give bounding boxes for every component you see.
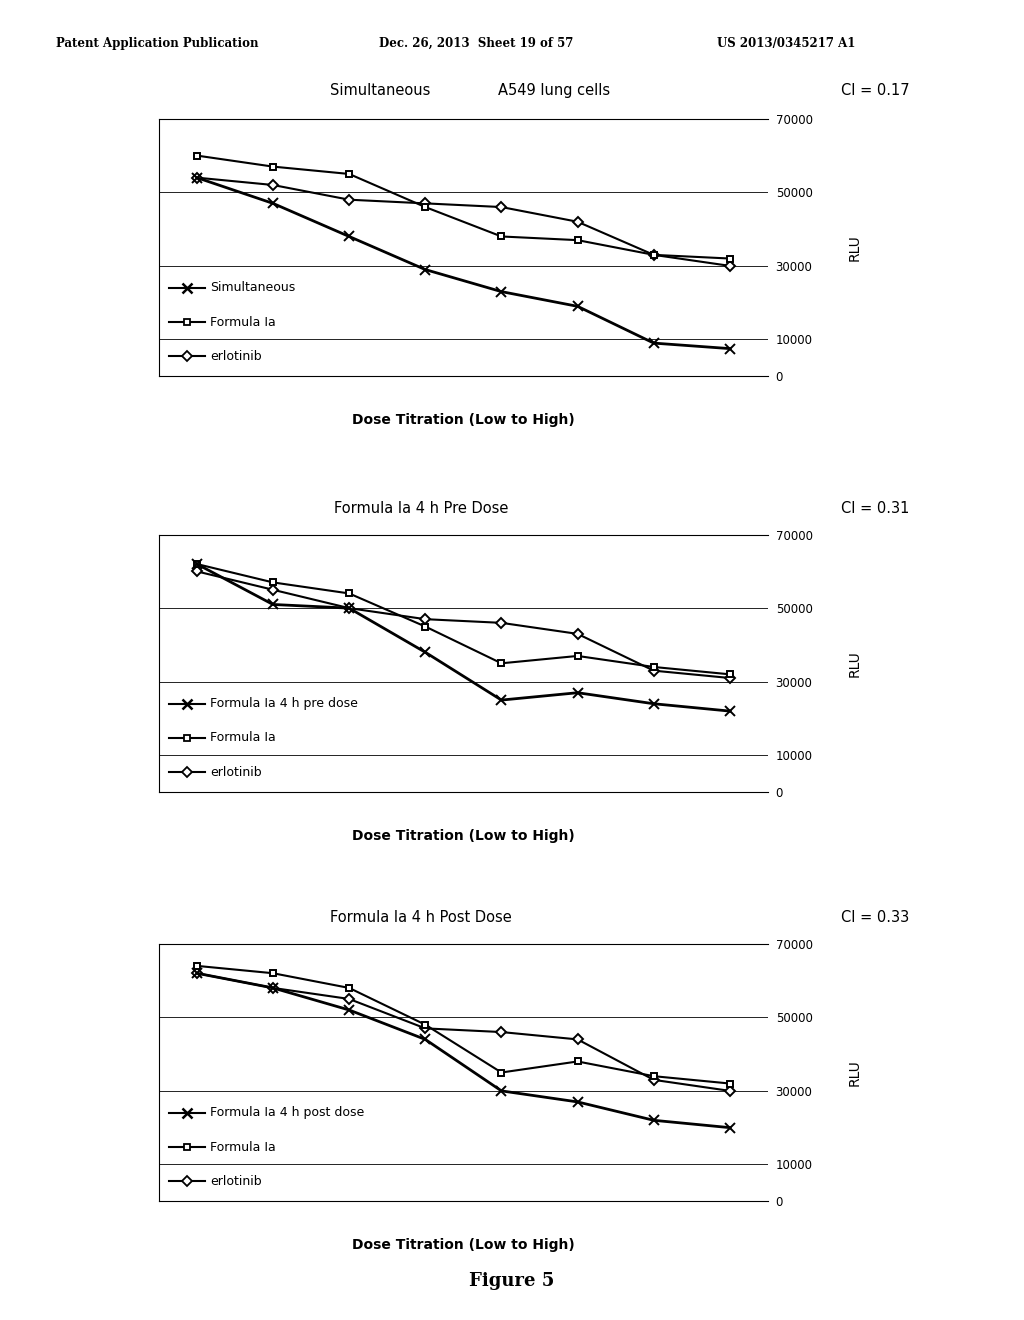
Text: Formula Ia 4 h post dose: Formula Ia 4 h post dose	[210, 1106, 365, 1119]
Text: erlotinib: erlotinib	[210, 1175, 261, 1188]
Text: Figure 5: Figure 5	[469, 1271, 555, 1290]
Y-axis label: RLU: RLU	[847, 234, 861, 261]
Text: CI = 0.33: CI = 0.33	[842, 911, 909, 925]
Y-axis label: RLU: RLU	[847, 649, 861, 677]
Text: Formula Ia: Formula Ia	[210, 731, 275, 744]
Text: Dose Titration (Low to High): Dose Titration (Low to High)	[352, 413, 574, 428]
Text: Dose Titration (Low to High): Dose Titration (Low to High)	[352, 1238, 574, 1253]
Text: erlotinib: erlotinib	[210, 766, 261, 779]
Text: Simultaneous: Simultaneous	[210, 281, 295, 294]
Text: Formula Ia: Formula Ia	[210, 315, 275, 329]
Text: A549 lung cells: A549 lung cells	[498, 83, 610, 98]
Text: Formula Ia 4 h Post Dose: Formula Ia 4 h Post Dose	[330, 911, 512, 925]
Text: Formula Ia: Formula Ia	[210, 1140, 275, 1154]
Text: CI = 0.17: CI = 0.17	[841, 83, 910, 98]
Text: Dec. 26, 2013  Sheet 19 of 57: Dec. 26, 2013 Sheet 19 of 57	[379, 37, 573, 50]
Text: Patent Application Publication: Patent Application Publication	[56, 37, 259, 50]
Text: Dose Titration (Low to High): Dose Titration (Low to High)	[352, 829, 574, 843]
Text: Formula Ia 4 h Pre Dose: Formula Ia 4 h Pre Dose	[334, 502, 508, 516]
Text: Simultaneous: Simultaneous	[330, 83, 430, 98]
Text: CI = 0.31: CI = 0.31	[842, 502, 909, 516]
Y-axis label: RLU: RLU	[847, 1059, 861, 1086]
Text: US 2013/0345217 A1: US 2013/0345217 A1	[717, 37, 855, 50]
Text: erlotinib: erlotinib	[210, 350, 261, 363]
Text: Formula Ia 4 h pre dose: Formula Ia 4 h pre dose	[210, 697, 357, 710]
